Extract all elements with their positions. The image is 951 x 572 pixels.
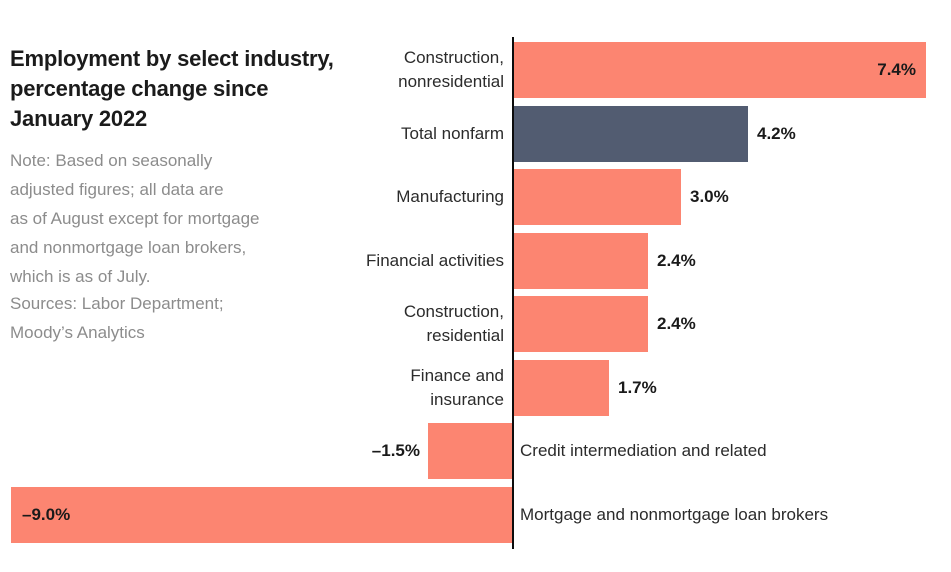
category-label-line: Construction, <box>403 48 504 67</box>
page-title-line: January 2022 <box>10 106 148 131</box>
category-label-line: Finance and <box>410 366 504 385</box>
value-label: 2.4% <box>657 314 696 333</box>
category-label: Construction, nonresidential <box>398 46 504 94</box>
bar <box>514 296 648 352</box>
bar <box>514 233 648 289</box>
note-line: adjusted figures; all data are <box>10 180 224 199</box>
source-line: Moody’s Analytics <box>10 323 145 342</box>
category-label-line: Mortgage and nonmortgage loan brokers <box>520 505 829 524</box>
note-line: as of August except for mortgage <box>10 209 260 228</box>
category-label-line: Manufacturing <box>396 187 504 206</box>
category-label: Finance and insurance <box>410 364 504 412</box>
note-line: and nonmortgage loan brokers, <box>10 238 247 257</box>
category-label-line: nonresidential <box>398 72 504 91</box>
category-label-line: Credit intermediation and related <box>520 441 767 460</box>
category-label-line: Financial activities <box>366 251 504 270</box>
category-label: Credit intermediation and related <box>520 439 767 463</box>
bar <box>428 423 512 479</box>
category-label-line: Total nonfarm <box>401 124 504 143</box>
chart-sources: Sources: Labor Department; Moody’s Analy… <box>10 289 350 347</box>
value-label: –1.5% <box>371 441 420 460</box>
value-label: 2.4% <box>657 251 696 270</box>
category-label-line: residential <box>426 326 505 345</box>
category-label: Manufacturing <box>396 185 504 209</box>
value-label: 1.7% <box>618 378 657 397</box>
value-label: 4.2% <box>757 124 796 143</box>
category-label: Total nonfarm <box>401 122 504 146</box>
page-title-line: percentage change since <box>10 76 269 101</box>
note-line: Note: Based on seasonally <box>10 151 213 170</box>
value-label: 7.4% <box>877 60 916 79</box>
value-label: 3.0% <box>690 187 729 206</box>
baseline-axis <box>512 37 514 549</box>
page-title: Employment by select industry, percentag… <box>10 44 350 134</box>
category-label: Construction, residential <box>404 300 504 348</box>
bar <box>514 360 609 416</box>
category-label-line: insurance <box>430 390 504 409</box>
category-label-line: Construction, <box>403 302 504 321</box>
chart-note: Note: Based on seasonally adjusted figur… <box>10 146 350 291</box>
value-label: –9.0% <box>22 505 71 524</box>
page-title-line: Employment by select industry, <box>10 46 334 71</box>
bar <box>11 487 512 543</box>
bar <box>514 42 926 98</box>
note-line: which is as of July. <box>10 267 151 286</box>
category-label: Financial activities <box>366 249 504 273</box>
source-line: Sources: Labor Department; <box>10 294 224 313</box>
category-label: Mortgage and nonmortgage loan brokers <box>520 503 828 527</box>
bar <box>514 106 748 162</box>
bar <box>514 169 681 225</box>
